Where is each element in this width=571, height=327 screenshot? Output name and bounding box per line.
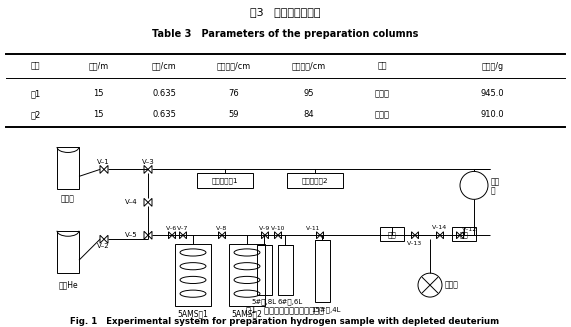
Text: V–10: V–10 <box>271 226 285 231</box>
Text: 柱径/cm: 柱径/cm <box>152 62 176 71</box>
Text: 压缩: 压缩 <box>491 177 500 186</box>
Text: 6#瓶,6L: 6#瓶,6L <box>278 299 303 305</box>
Text: 15#瓶,4L: 15#瓶,4L <box>311 307 341 313</box>
Text: V–9: V–9 <box>259 226 271 231</box>
Bar <box>57 231 79 273</box>
Text: 15: 15 <box>93 110 104 119</box>
Text: 0.635: 0.635 <box>152 89 176 98</box>
Text: 高纯He: 高纯He <box>58 281 78 290</box>
Bar <box>256 245 271 295</box>
Text: 15: 15 <box>93 89 104 98</box>
Bar <box>197 173 253 188</box>
Text: 总装料/g: 总装料/g <box>481 62 504 71</box>
Text: V–8: V–8 <box>216 226 228 231</box>
Text: 5AMS柱2: 5AMS柱2 <box>232 310 263 318</box>
Text: 高纯氢: 高纯氢 <box>61 195 75 204</box>
Bar <box>315 240 329 302</box>
Text: V–4: V–4 <box>126 199 138 205</box>
Text: 真空泵: 真空泵 <box>445 281 459 290</box>
Text: 类型: 类型 <box>378 62 387 71</box>
Text: Table 3   Parameters of the preparation columns: Table 3 Parameters of the preparation co… <box>152 29 419 39</box>
Bar <box>287 173 343 188</box>
Text: 5#瓶,8L: 5#瓶,8L <box>251 299 276 305</box>
Text: 排空: 排空 <box>388 231 396 237</box>
Text: 表3   制备柱的柱参数: 表3 制备柱的柱参数 <box>250 7 321 17</box>
Bar <box>229 244 265 306</box>
Text: V–6: V–6 <box>166 226 178 231</box>
Text: 出口长度/cm: 出口长度/cm <box>291 62 325 71</box>
Text: V–5: V–5 <box>126 232 138 238</box>
Text: 59: 59 <box>229 110 239 119</box>
Text: 910.0: 910.0 <box>481 110 504 119</box>
Text: 进口长度/cm: 进口长度/cm <box>217 62 251 71</box>
Text: 放空: 放空 <box>460 231 468 237</box>
Text: V–12: V–12 <box>463 227 477 232</box>
Text: 泵: 泵 <box>491 186 496 195</box>
Text: Fig. 1   Experimental system for preparation hydrogen sample with depleted deute: Fig. 1 Experimental system for preparati… <box>70 317 500 325</box>
Text: 95: 95 <box>303 89 313 98</box>
Text: 柱2: 柱2 <box>31 110 41 119</box>
Bar <box>380 227 404 241</box>
Text: V–1: V–1 <box>96 160 110 165</box>
Text: V–11: V–11 <box>305 226 320 231</box>
Text: 76: 76 <box>229 89 239 98</box>
Bar <box>175 244 211 306</box>
Text: 图1   制备贫氘氢样品的实验系统: 图1 制备贫氘氢样品的实验系统 <box>246 305 324 315</box>
Text: 945.0: 945.0 <box>481 89 504 98</box>
Text: 柱1: 柱1 <box>31 89 41 98</box>
Text: 螺旋型: 螺旋型 <box>375 110 390 119</box>
Text: V–7: V–7 <box>178 226 188 231</box>
Text: V–2: V–2 <box>96 243 109 249</box>
Text: 总长/m: 总长/m <box>89 62 108 71</box>
Text: V–13: V–13 <box>407 241 423 246</box>
Text: 0.635: 0.635 <box>152 110 176 119</box>
Text: 螺旋型: 螺旋型 <box>375 89 390 98</box>
Bar <box>278 245 292 295</box>
Text: V–14: V–14 <box>432 225 448 230</box>
Text: 真空压力表1: 真空压力表1 <box>212 178 238 184</box>
Text: 真空压力表2: 真空压力表2 <box>301 178 328 184</box>
Bar <box>57 147 79 189</box>
Bar <box>452 227 476 241</box>
Text: 编号: 编号 <box>31 62 41 71</box>
Text: 84: 84 <box>303 110 313 119</box>
Text: V–3: V–3 <box>142 160 154 165</box>
Text: 5AMS柱1: 5AMS柱1 <box>178 310 208 318</box>
